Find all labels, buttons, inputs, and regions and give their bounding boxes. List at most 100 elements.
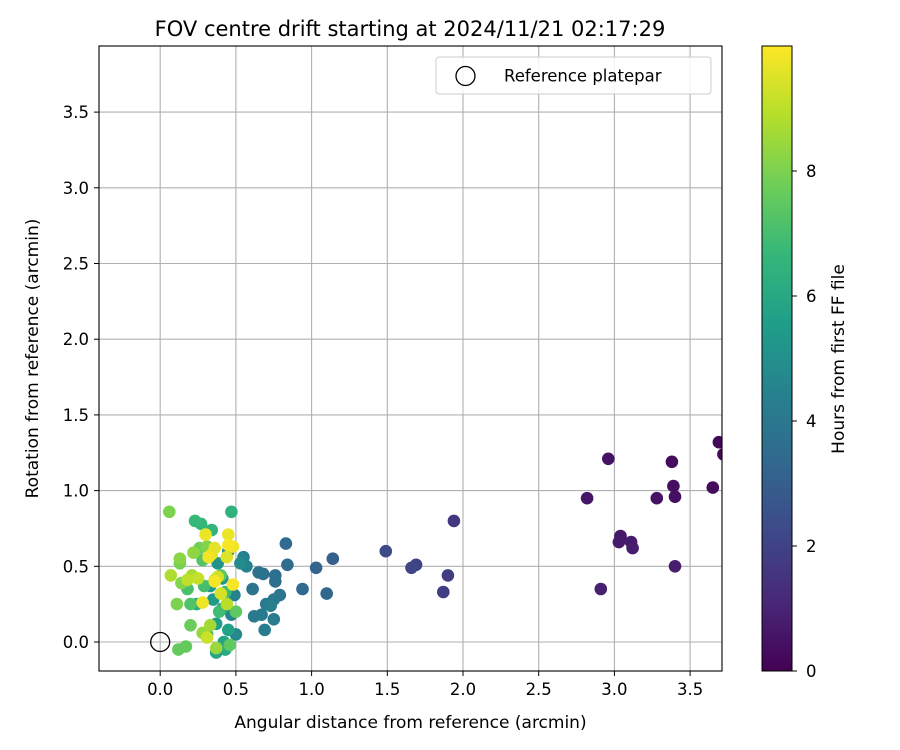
scatter-point — [209, 641, 223, 655]
plot-frame — [98, 45, 723, 672]
y-tick-label: 1.5 — [63, 406, 89, 425]
scatter-point — [200, 631, 214, 644]
scatter-point — [447, 514, 461, 528]
scatter-point — [184, 597, 197, 611]
scatter-point — [163, 505, 176, 519]
legend: Reference platepar — [435, 56, 712, 95]
scatter-point — [437, 585, 450, 599]
y-axis-label: Rotation from reference (arcmin) — [23, 219, 43, 499]
scatter-point — [188, 514, 202, 528]
grid-lines — [99, 46, 722, 671]
scatter-point — [602, 452, 615, 466]
colorbar-tick-label: 8 — [806, 162, 817, 181]
scatter-point — [252, 566, 265, 579]
scatter-point — [208, 541, 221, 555]
scatter-point — [668, 490, 682, 504]
scatter-point — [220, 597, 234, 611]
x-tick-label: 2.0 — [450, 680, 476, 699]
scatter-point — [179, 640, 193, 653]
scatter-point — [269, 575, 282, 588]
y-axis-ticks: 0.0 0.5 1.0 1.5 2.0 2.5 3.0 3.5 — [63, 103, 99, 652]
scatter-point — [296, 582, 309, 596]
x-tick-label: 0.5 — [223, 680, 249, 699]
scatter-point — [181, 573, 194, 587]
scatter-point — [247, 610, 261, 623]
y-tick-label: 3.0 — [63, 179, 89, 198]
scatter-point — [668, 560, 682, 573]
x-axis-ticks: 0.0 0.5 1.0 1.5 2.0 2.5 3.0 3.5 — [147, 671, 703, 699]
scatter-point — [405, 561, 418, 575]
scatter-point — [267, 613, 281, 626]
scatter-point — [164, 569, 178, 582]
scatter-point — [580, 491, 594, 505]
scatter-point — [258, 623, 272, 637]
scatter-point — [203, 619, 217, 632]
scatter-point — [594, 582, 608, 596]
colorbar-label: Hours from first FF file — [829, 264, 849, 454]
x-tick-label: 0.0 — [147, 680, 173, 699]
reference-platepar-marker — [150, 631, 171, 653]
scatter-point — [220, 550, 234, 564]
scatter-point — [173, 552, 187, 565]
colorbar-tick-label: 6 — [806, 287, 817, 306]
scatter-point — [196, 596, 209, 609]
x-tick-label: 2.5 — [526, 680, 552, 699]
colorbar-tick-label: 4 — [806, 412, 817, 431]
x-tick-label: 1.5 — [374, 680, 400, 699]
scatter-point — [229, 605, 243, 618]
colorbar-ticks: 0 2 4 6 8 — [792, 162, 817, 681]
scatter-point — [717, 448, 722, 461]
y-tick-label: 3.5 — [63, 103, 89, 122]
scatter-point — [226, 578, 240, 591]
scatter-point — [214, 587, 228, 600]
legend-box — [435, 56, 712, 95]
y-tick-label: 2.0 — [63, 330, 89, 349]
scatter-point — [650, 491, 664, 505]
legend-marker-icon — [455, 65, 476, 87]
y-tick-label: 1.0 — [63, 482, 89, 501]
scatter-point — [320, 587, 334, 600]
scatter-point — [281, 558, 294, 572]
scatter-point — [187, 546, 200, 559]
colorbar-tick-label: 2 — [806, 537, 817, 556]
scatter-point — [667, 479, 680, 493]
scatter-point — [202, 550, 215, 564]
scatter-point — [712, 435, 722, 449]
scatter-points — [163, 435, 722, 659]
scatter-point — [626, 541, 639, 555]
scatter-point — [612, 535, 626, 549]
scatter-point — [223, 638, 237, 652]
colorbar-gradient — [761, 45, 793, 672]
scatter-point — [234, 557, 247, 570]
scatter-point — [706, 481, 720, 494]
x-axis-label: Angular distance from reference (arcmin) — [234, 713, 586, 733]
scatter-point — [309, 561, 323, 575]
legend-entry-reference: Reference platepar — [504, 67, 662, 86]
x-tick-label: 3.0 — [601, 680, 627, 699]
x-tick-label: 3.5 — [677, 680, 703, 699]
scatter-point — [379, 544, 393, 558]
colorbar: 0 2 4 6 8 Hours from first FF file — [761, 45, 849, 681]
scatter-point — [326, 552, 340, 565]
chart-title: FOV centre drift starting at 2024/11/21 … — [155, 17, 666, 41]
scatter-point — [208, 575, 221, 588]
scatter-point — [246, 582, 259, 596]
scatter-point — [279, 537, 293, 550]
colorbar-tick-label: 0 — [806, 662, 817, 681]
scatter-point — [222, 623, 235, 637]
scatter-point — [665, 455, 679, 469]
y-tick-label: 0.5 — [63, 557, 89, 576]
scatter-point — [184, 619, 197, 632]
scatter-point — [222, 528, 235, 541]
scatter-point — [170, 597, 184, 611]
scatter-point — [225, 505, 238, 519]
scatter-point — [199, 528, 212, 541]
scatter-point — [441, 569, 455, 582]
y-tick-label: 0.0 — [63, 633, 89, 652]
scatter-point — [211, 557, 224, 570]
y-tick-label: 2.5 — [63, 255, 89, 274]
x-tick-label: 1.0 — [298, 680, 324, 699]
scatter-point — [191, 572, 205, 585]
scatter-point — [264, 599, 278, 612]
